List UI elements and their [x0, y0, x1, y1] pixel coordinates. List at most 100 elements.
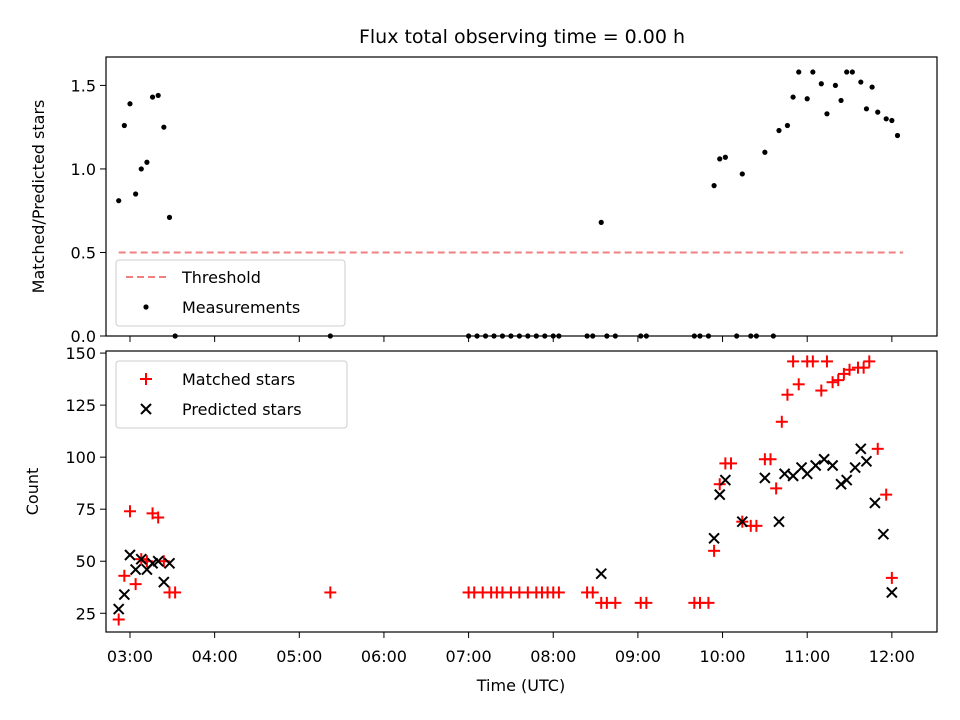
- matched-star-point: [857, 361, 870, 374]
- predicted-star-point: [759, 472, 771, 484]
- predicted-star-point: [163, 557, 176, 570]
- x-tick-label: 09:00: [615, 647, 661, 666]
- legend-matched-swatch: [140, 373, 152, 385]
- top-y-axis-label: Matched/Predicted stars: [29, 100, 48, 294]
- predicted-star-point: [736, 515, 749, 528]
- measurement-point: [824, 111, 830, 117]
- x-tick-label: 05:00: [276, 647, 322, 666]
- measurement-point: [858, 79, 864, 85]
- predicted-star-point: [826, 459, 839, 472]
- matched-star-point: [806, 355, 819, 368]
- matched-star-point: [792, 378, 805, 391]
- x-axis-label: Time (UTC): [476, 676, 565, 695]
- top-y-ticks: 0.0 0.5 1.0 1.5: [71, 76, 106, 346]
- measurement-point: [869, 84, 875, 90]
- measurement-point: [762, 149, 768, 155]
- y-tick-label: 50: [76, 552, 96, 571]
- predicted-star-point: [778, 468, 791, 480]
- y-tick-label: 0.0: [71, 327, 96, 346]
- matched-star-point: [781, 388, 794, 401]
- measurement-point: [717, 156, 723, 162]
- x-tick-label: 11:00: [784, 647, 830, 666]
- matched-star-point: [169, 586, 182, 599]
- predicted-star-point: [135, 553, 147, 565]
- measurement-point: [818, 81, 824, 87]
- matched-star-point: [112, 613, 125, 626]
- measurement-point: [889, 117, 895, 124]
- measurement-point: [161, 124, 167, 130]
- predicted-star-point: [886, 586, 898, 599]
- matched-star-point: [885, 571, 898, 584]
- matched-star-point: [764, 453, 777, 466]
- bottom-y-ticks: 25 50 75 100 125 150: [65, 344, 106, 623]
- y-tick-label: 25: [76, 604, 96, 623]
- measurement-point: [149, 94, 156, 100]
- legend-predicted-swatch: [140, 403, 152, 415]
- matched-star-point: [123, 505, 136, 518]
- measurement-point: [875, 109, 881, 115]
- legend-matched-label: Matched stars: [182, 370, 295, 389]
- y-tick-label: 125: [65, 396, 96, 415]
- matched-star-point: [770, 482, 783, 495]
- predicted-star-point: [849, 461, 861, 474]
- bottom-y-axis-label: Count: [23, 468, 42, 516]
- matched-star-point: [820, 355, 833, 368]
- top-axes-frame: [105, 56, 938, 337]
- predicted-star-point: [855, 443, 867, 455]
- legend-predicted-label: Predicted stars: [182, 400, 302, 419]
- bottom-plot-area: [112, 355, 898, 626]
- bottom-panel: 25 50 75 100 125 150 03:00 04:00 05:00 06:00 07:0…: [23, 344, 938, 695]
- predicted-star-point: [877, 528, 890, 540]
- matched-star-point: [775, 415, 788, 428]
- matched-star-point: [552, 586, 565, 599]
- predicted-star-point: [158, 576, 170, 588]
- bottom-x-ticks: 03:00 04:00 05:00 06:00 07:00 08:00 09:00 10:00…: [107, 632, 915, 666]
- chart-title: Flux total observing time = 0.00 h: [359, 26, 685, 48]
- matched-star-point: [118, 569, 131, 582]
- matched-star-point: [586, 586, 599, 599]
- measurement-point: [116, 198, 122, 204]
- predicted-star-point: [152, 555, 164, 567]
- predicted-star-point: [809, 459, 822, 472]
- predicted-star-point: [124, 549, 136, 561]
- y-tick-label: 75: [76, 500, 96, 519]
- matched-star-point: [832, 374, 845, 387]
- bottom-legend-box: [115, 360, 348, 429]
- y-tick-label: 1.5: [71, 76, 96, 95]
- matched-star-point: [708, 544, 721, 557]
- measurement-point: [144, 159, 150, 165]
- matched-star-point: [787, 355, 800, 368]
- measurement-point: [883, 116, 889, 122]
- matched-star-point: [815, 384, 828, 397]
- matched-star-point: [152, 511, 165, 524]
- matched-star-point: [702, 596, 715, 609]
- x-tick-label: 12:00: [869, 647, 915, 666]
- predicted-star-point: [840, 474, 853, 486]
- x-tick-label: 06:00: [361, 647, 407, 666]
- matched-star-point: [640, 596, 653, 609]
- top-x-ticks: [129, 336, 893, 342]
- predicted-star-point: [129, 563, 142, 576]
- predicted-star-point: [818, 453, 830, 465]
- measurement-point: [810, 69, 816, 75]
- matched-star-point: [713, 478, 726, 491]
- measurement-point: [796, 69, 802, 75]
- measurement-point: [849, 69, 855, 75]
- y-tick-label: 150: [65, 344, 96, 363]
- matched-star-point: [843, 363, 856, 376]
- measurement-point: [155, 92, 161, 99]
- measurement-point: [739, 171, 745, 177]
- measurement-point: [166, 214, 173, 220]
- top-legend: Threshold Measurements: [115, 259, 346, 327]
- matched-star-point: [750, 519, 763, 532]
- measurement-point: [838, 97, 844, 104]
- predicted-star-point: [773, 515, 785, 528]
- predicted-star-point: [869, 497, 881, 509]
- matched-star-point: [871, 442, 884, 455]
- predicted-star-point: [118, 588, 131, 601]
- predicted-star-point: [719, 474, 732, 486]
- predicted-star-point: [787, 470, 799, 482]
- predicted-star-point: [595, 568, 607, 580]
- measurement-point: [863, 106, 870, 112]
